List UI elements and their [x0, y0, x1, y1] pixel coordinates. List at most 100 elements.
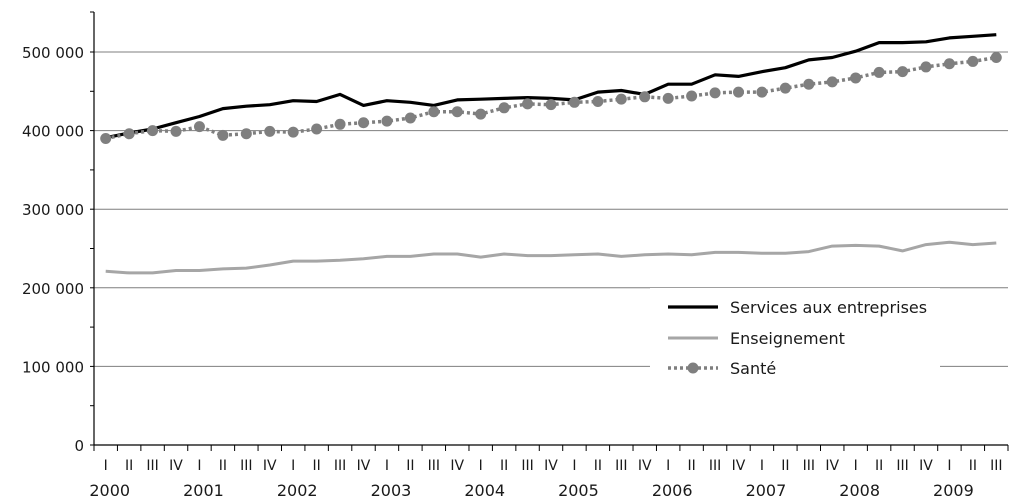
year-label: 2005	[558, 481, 599, 500]
y-tick-label: 0	[74, 437, 84, 455]
quarter-label: IV	[638, 458, 652, 474]
quarter-label: IV	[825, 458, 839, 474]
data-point-sante	[100, 132, 112, 144]
y-tick-label: 100 000	[22, 358, 84, 376]
year-label: 2004	[464, 481, 505, 500]
year-label: 2008	[839, 481, 880, 500]
data-point-sante	[311, 123, 323, 135]
quarter-label: II	[125, 458, 133, 474]
quarter-label: I	[479, 458, 483, 474]
quarter-label: II	[313, 458, 321, 474]
data-point-sante	[732, 86, 744, 98]
data-point-sante	[498, 102, 510, 114]
data-point-sante	[428, 106, 440, 118]
quarter-label: II	[500, 458, 508, 474]
quarter-label: III	[334, 458, 346, 474]
data-point-sante	[686, 90, 698, 102]
legend-marker	[687, 362, 699, 374]
quarter-label: III	[240, 458, 252, 474]
quarter-label: I	[291, 458, 295, 474]
quarter-label: II	[406, 458, 414, 474]
legend: Services aux entreprises Enseignement Sant…	[650, 288, 940, 382]
data-point-sante	[662, 92, 674, 104]
quarter-label: II	[594, 458, 602, 474]
year-label: 2000	[89, 481, 130, 500]
data-point-sante	[123, 128, 135, 140]
quarter-label: IV	[544, 458, 558, 474]
year-label: 2009	[933, 481, 974, 500]
quarter-label: II	[781, 458, 789, 474]
year-label: 2001	[183, 481, 224, 500]
data-point-sante	[287, 126, 299, 138]
data-point-sante	[615, 93, 627, 105]
data-point-sante	[475, 108, 487, 120]
quarter-label: III	[146, 458, 158, 474]
quarter-label: IV	[169, 458, 183, 474]
quarter-label: III	[990, 458, 1002, 474]
data-point-sante	[920, 61, 932, 73]
quarter-label: I	[572, 458, 576, 474]
data-point-sante	[639, 91, 651, 103]
data-point-sante	[756, 86, 768, 98]
quarter-label: II	[219, 458, 227, 474]
legend-label: Enseignement	[730, 329, 845, 348]
quarter-label: III	[428, 458, 440, 474]
data-point-sante	[967, 55, 979, 67]
quarter-label: II	[687, 458, 695, 474]
quarter-label: I	[760, 458, 764, 474]
data-point-sante	[850, 72, 862, 84]
data-point-sante	[381, 115, 393, 127]
y-tick-label: 400 000	[22, 123, 84, 141]
series-line-services	[105, 33, 997, 140]
data-point-sante	[943, 58, 955, 70]
data-point-sante	[592, 96, 604, 108]
data-point-sante	[358, 117, 370, 129]
data-point-sante	[451, 106, 463, 118]
y-tick-label: 200 000	[22, 280, 84, 298]
data-point-sante	[545, 99, 557, 111]
quarter-label: III	[615, 458, 627, 474]
data-point-sante	[147, 125, 159, 137]
quarter-label: IV	[263, 458, 277, 474]
quarter-label: IV	[919, 458, 933, 474]
quarter-label: IV	[357, 458, 371, 474]
x-axis: I II III IV I II III IV I II III IV I II III IV I II III IV…	[89, 444, 1009, 500]
data-point-sante	[522, 98, 534, 110]
data-point-sante	[217, 129, 229, 141]
series-lines	[100, 33, 1002, 275]
data-point-sante	[897, 66, 909, 78]
quarter-label: I	[385, 458, 389, 474]
legend-label: Santé	[730, 359, 776, 378]
data-point-sante	[568, 96, 580, 108]
quarter-label: I	[104, 458, 108, 474]
quarter-label: II	[875, 458, 883, 474]
quarter-label: I	[197, 458, 201, 474]
y-tick-label: 300 000	[22, 201, 84, 219]
quarter-label: III	[521, 458, 533, 474]
quarter-label: IV	[450, 458, 464, 474]
data-point-sante	[873, 66, 885, 78]
data-point-sante	[193, 121, 205, 133]
quarter-label: I	[854, 458, 858, 474]
data-point-sante	[803, 78, 815, 90]
year-label: 2003	[371, 481, 412, 500]
quarter-label: III	[709, 458, 721, 474]
quarter-label: I	[666, 458, 670, 474]
series-line-enseignement	[105, 240, 997, 275]
year-label: 2006	[652, 481, 693, 500]
quarter-label: III	[896, 458, 908, 474]
legend-label: Services aux entreprises	[730, 298, 927, 317]
data-point-sante	[826, 76, 838, 88]
quarter-label: IV	[732, 458, 746, 474]
y-tick-label: 500 000	[22, 44, 84, 62]
quarter-label: I	[947, 458, 951, 474]
quarter-label: II	[969, 458, 977, 474]
quarter-label: III	[803, 458, 815, 474]
data-point-sante	[990, 52, 1002, 64]
data-point-sante	[334, 118, 346, 130]
data-point-sante	[709, 87, 721, 99]
y-axis: 0 100 000 200 000 300 000 400 000 500 000	[22, 11, 95, 455]
year-label: 2002	[277, 481, 318, 500]
data-point-sante	[264, 125, 276, 137]
